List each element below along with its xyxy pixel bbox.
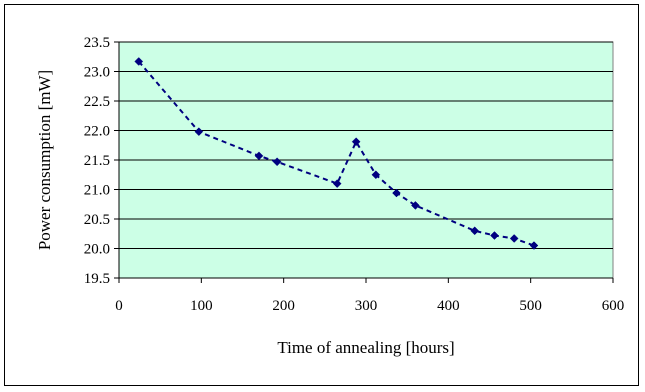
y-axis-title: Power consumption [mW] [35, 70, 54, 250]
data-point [411, 201, 420, 210]
data-point [332, 179, 342, 188]
y-tick-label: 20.0 [84, 242, 110, 258]
y-tick-label: 22.0 [84, 124, 110, 140]
data-point [254, 151, 264, 161]
data-point [194, 127, 204, 137]
data-point [272, 157, 282, 167]
y-tick-label: 19.5 [84, 271, 110, 287]
x-tick-label: 600 [602, 298, 625, 314]
x-tick-label: 0 [115, 298, 123, 314]
data-point [509, 234, 519, 243]
y-tick-label: 22.5 [84, 94, 110, 110]
y-tick-label: 21.5 [84, 153, 110, 169]
x-tick-label: 200 [272, 298, 295, 314]
y-tick-label: 21.0 [84, 183, 110, 199]
x-tick-label: 400 [437, 298, 460, 314]
x-tick-label: 500 [519, 298, 542, 314]
data-point [134, 57, 144, 66]
x-axis: 0 100 200 300 400 500 600 [115, 277, 625, 314]
x-tick-label: 100 [190, 298, 213, 314]
y-axis: 19.5 20.0 20.5 21.0 21.5 22.0 22.5 23.0 23.5 [84, 35, 120, 287]
y-tick-label: 23.5 [84, 35, 110, 51]
y-tick-label: 23.0 [84, 65, 110, 81]
x-axis-title: Time of annealing [hours] [277, 338, 454, 357]
y-tick-label: 20.5 [84, 212, 110, 228]
data-point [490, 231, 499, 240]
data-point [392, 188, 401, 198]
data-point [351, 137, 361, 147]
data-point [371, 170, 381, 180]
x-tick-label: 300 [355, 298, 378, 314]
data-series [134, 57, 539, 250]
data-point [470, 226, 480, 236]
data-point [529, 241, 539, 250]
